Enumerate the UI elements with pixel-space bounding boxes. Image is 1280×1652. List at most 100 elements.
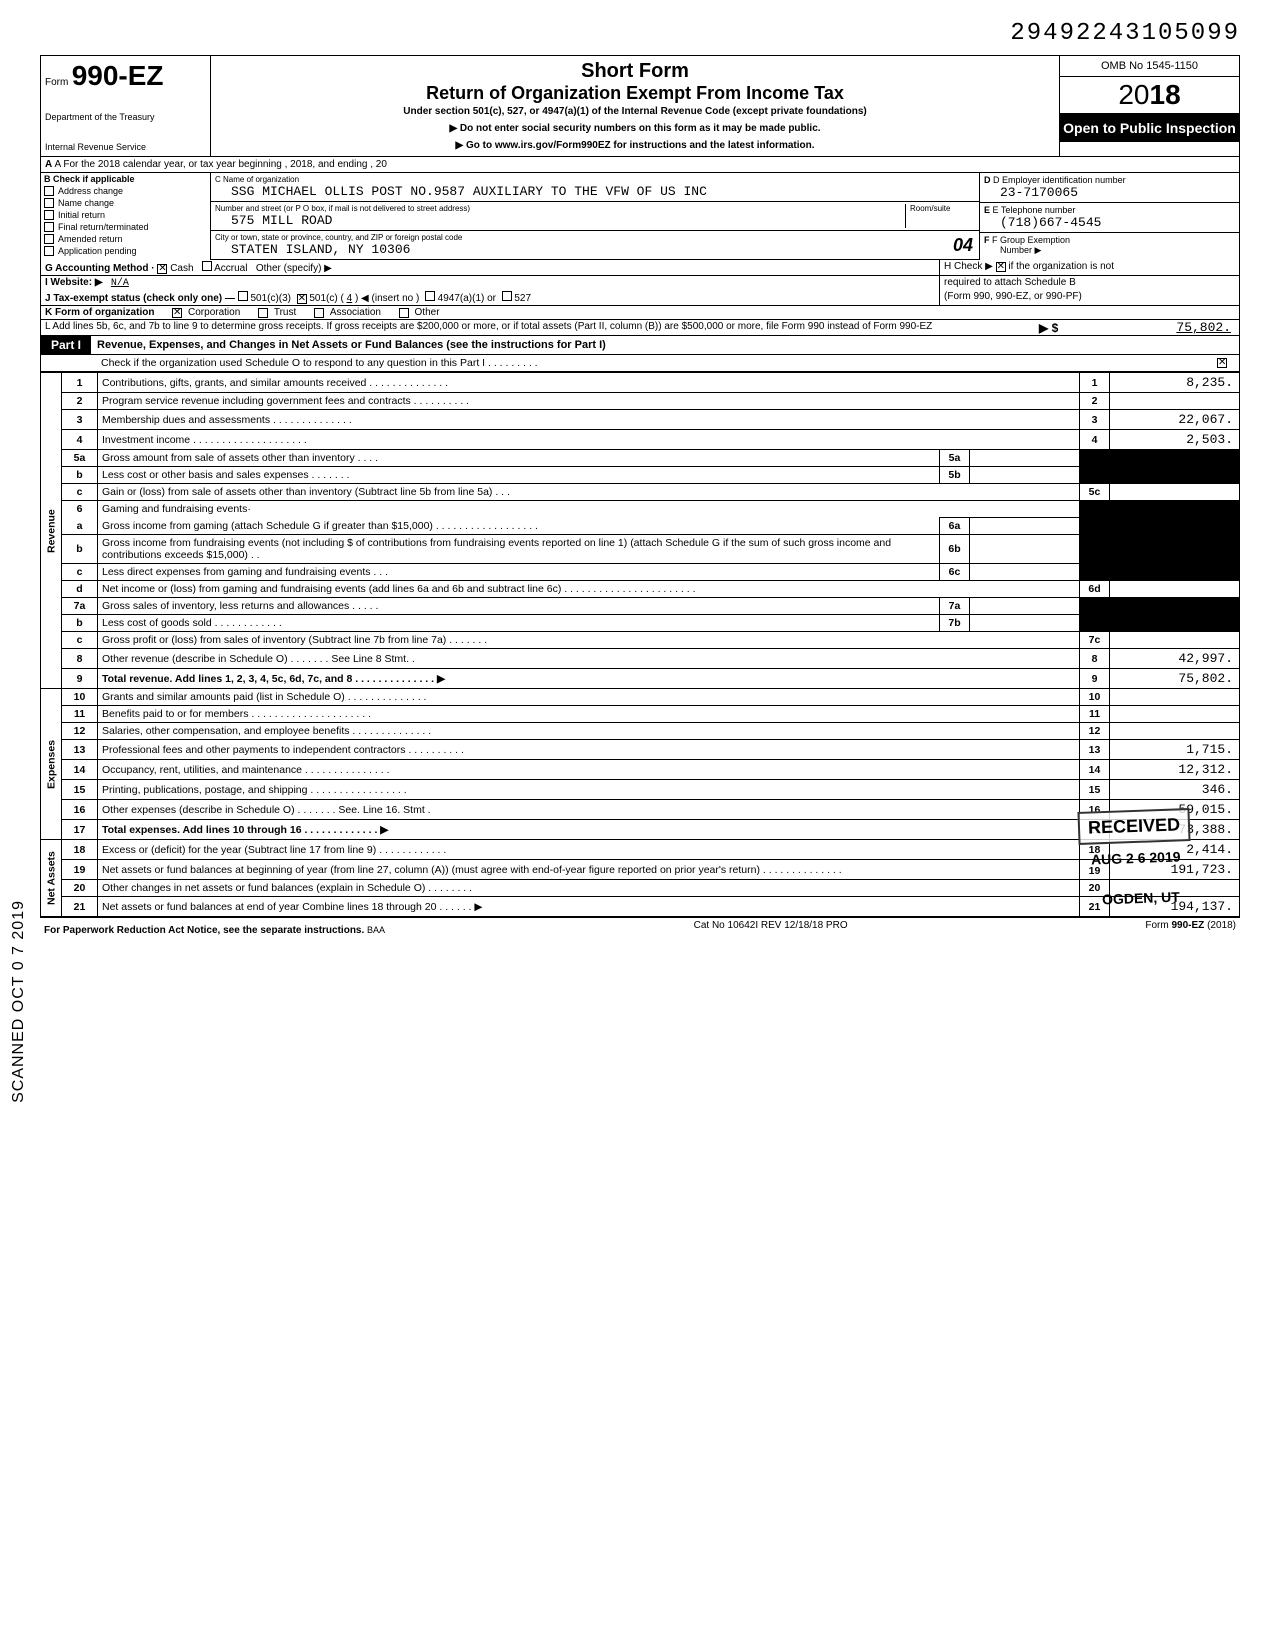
label-pending: Application pending [58,246,137,256]
side-revenue: Revenue [41,373,62,689]
label-other-org: Other [415,307,440,318]
ln20-desc: Other changes in net assets or fund bala… [98,880,1080,897]
ln13-rnum: 13 [1080,740,1110,760]
label-amended: Amended return [58,234,123,244]
ln17-desc: Total expenses. Add lines 10 through 16 … [98,820,1080,840]
ln5c-rnum: 5c [1080,484,1110,501]
checkbox-accrual[interactable] [202,261,212,271]
ln7b-num: b [62,615,98,632]
ln21-desc: Net assets or fund balances at end of ye… [98,897,1080,917]
ln6c-subamt [970,564,1080,581]
year-bold: 18 [1150,79,1181,110]
checkbox-cash[interactable] [157,264,167,274]
section-f: F F Group Exemption Number ▶ [980,233,1239,258]
side-expenses: Expenses [41,689,62,840]
ln10-amt [1110,689,1240,706]
ln7a-snum: 7a [940,598,970,615]
section-h: H Check ▶ if the organization is not [939,260,1239,275]
l-arrow: ▶ $ [1039,321,1058,335]
shade-6b [1110,501,1240,581]
ln19-num: 19 [62,860,98,880]
h-text1: H Check ▶ [944,261,993,272]
checkbox-assoc[interactable] [314,308,324,318]
ln5a-snum: 5a [940,450,970,467]
ln12-num: 12 [62,723,98,740]
org-name-value: SSG MICHAEL OLLIS POST NO.9587 AUXILIARY… [215,184,975,199]
omb-number: OMB No 1545-1150 [1060,56,1239,77]
checkbox-501c[interactable] [297,294,307,304]
ln6b-num: b [62,535,98,564]
ln11-desc: Benefits paid to or for members . . . . … [98,706,1080,723]
ln6a-desc: Gross income from gaming (attach Schedul… [98,518,940,535]
ln6c-num: c [62,564,98,581]
ln9-rnum: 9 [1080,669,1110,689]
ln3-desc: Membership dues and assessments . . . . … [98,410,1080,430]
ln14-amt: 12,312. [1110,760,1240,780]
ln8-rnum: 8 [1080,649,1110,669]
ln14-num: 14 [62,760,98,780]
checkbox-schedule-o[interactable] [1217,358,1227,368]
ln16-amt: 59,015. [1110,800,1240,820]
part1-header: Part I Revenue, Expenses, and Changes in… [40,336,1240,355]
checkbox-pending[interactable] [44,246,54,256]
section-l: L Add lines 5b, 6c, and 7b to line 9 to … [41,320,1239,335]
ln5b-desc: Less cost or other basis and sales expen… [98,467,940,484]
ln4-rnum: 4 [1080,430,1110,450]
ln3-num: 3 [62,410,98,430]
ln5a-subamt [970,450,1080,467]
city-label: City or town, state or province, country… [215,233,975,242]
checkbox-amended[interactable] [44,234,54,244]
header-mid: Short Form Return of Organization Exempt… [211,56,1059,156]
ln21-rnum: 21 [1080,897,1110,917]
side-net-assets: Net Assets [41,840,62,917]
block-bcdef: B Check if applicable Address change Nam… [40,173,1240,260]
section-g: G Accounting Method · Cash Accrual Other… [41,260,939,275]
group-number-label: Number ▶ [984,245,1235,256]
checkbox-527[interactable] [502,291,512,301]
ln21-num: 21 [62,897,98,917]
check-initial-return: Initial return [41,209,210,221]
checkbox-corp[interactable] [172,308,182,318]
checkbox-initial[interactable] [44,210,54,220]
ln17-desc-b: Total expenses. Add lines 10 through 16 … [102,824,388,836]
checkbox-other-org[interactable] [399,308,409,318]
checkbox-trust[interactable] [258,308,268,318]
ln20-num: 20 [62,880,98,897]
l-amount: 75,802. [1058,320,1239,335]
ln4-amt: 2,503. [1110,430,1240,450]
ln7b-snum: 7b [940,615,970,632]
ln6c-desc: Less direct expenses from gaming and fun… [98,564,940,581]
ln13-num: 13 [62,740,98,760]
ln11-amt [1110,706,1240,723]
address-label: Number and street (or P O box, if mail i… [215,204,905,213]
checkbox-schedule-b[interactable] [996,262,1006,272]
checkbox-address[interactable] [44,186,54,196]
header-left: Form 990-EZ Department of the Treasury I… [41,56,211,156]
ln1-rnum: 1 [1080,373,1110,393]
ln4-num: 4 [62,430,98,450]
checkbox-501c3[interactable] [238,291,248,301]
ln5b-num: b [62,467,98,484]
checkbox-final[interactable] [44,222,54,232]
ln7b-subamt [970,615,1080,632]
ln7a-subamt [970,598,1080,615]
section-def: D D Employer identification number 23-71… [979,173,1239,260]
main-table: Revenue 1 Contributions, gifts, grants, … [40,372,1240,917]
ln17-amt: 73,388. [1110,820,1240,840]
shade-5b [1110,450,1240,484]
form-number: 990-EZ [72,60,164,91]
ln15-num: 15 [62,780,98,800]
checkbox-4947[interactable] [425,291,435,301]
section-k: K Form of organization Corporation Trust… [41,306,1239,320]
city-row: City or town, state or province, country… [211,231,979,260]
ln18-desc: Excess or (deficit) for the year (Subtra… [98,840,1080,860]
ein-label: D D Employer identification number [984,175,1235,185]
ln10-rnum: 10 [1080,689,1110,706]
label-cash: Cash [170,263,193,274]
phone-label-text: E Telephone number [993,205,1076,215]
instruct-ssn: ▶ Do not enter social security numbers o… [219,123,1051,134]
ln2-amt [1110,393,1240,410]
ln5c-amt [1110,484,1240,501]
checkbox-name[interactable] [44,198,54,208]
h-text3: required to attach Schedule B [944,277,1076,288]
